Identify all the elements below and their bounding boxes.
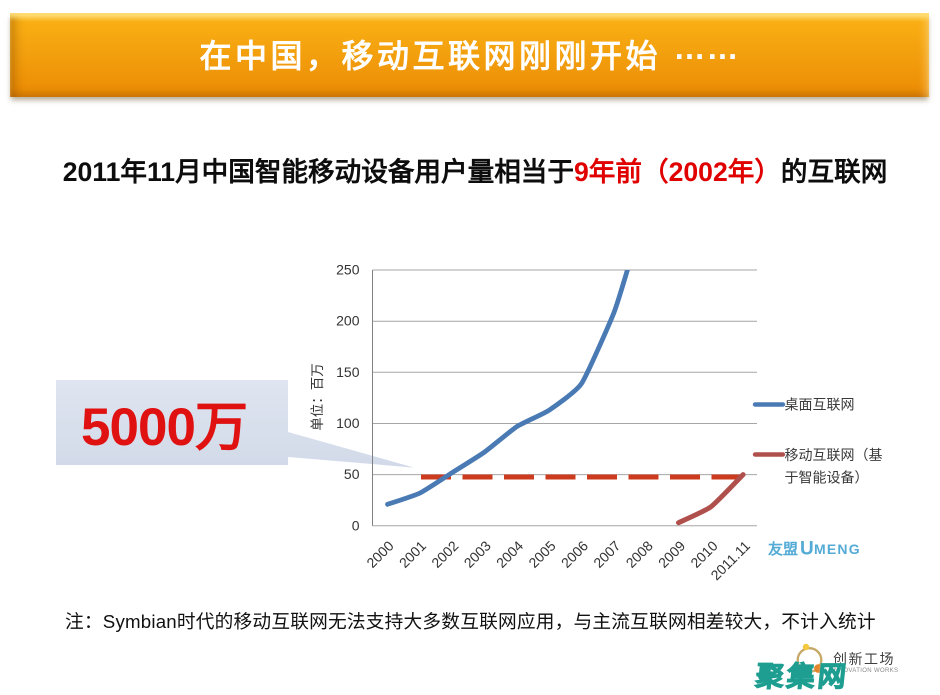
svg-text:50: 50 — [344, 466, 360, 482]
svg-text:2006: 2006 — [558, 537, 591, 570]
svg-text:移动互联网（基: 移动互联网（基 — [785, 447, 883, 463]
svg-text:桌面互联网: 桌面互联网 — [785, 397, 855, 413]
svg-text:5000万: 5000万 — [81, 398, 247, 457]
svg-text:于智能设备）: 于智能设备） — [785, 470, 869, 486]
svg-text:MENG: MENG — [814, 541, 861, 557]
svg-text:2002: 2002 — [428, 537, 461, 570]
svg-text:单位：百万: 单位：百万 — [310, 363, 325, 431]
svg-text:U: U — [800, 539, 814, 560]
svg-text:2001: 2001 — [396, 537, 429, 570]
svg-text:2009: 2009 — [655, 537, 688, 570]
svg-text:2003: 2003 — [461, 537, 494, 570]
svg-text:友盟: 友盟 — [768, 540, 798, 558]
svg-text:250: 250 — [336, 262, 360, 278]
svg-text:100: 100 — [336, 415, 360, 431]
svg-text:2004: 2004 — [493, 537, 526, 570]
svg-text:2005: 2005 — [525, 537, 558, 570]
svg-text:2007: 2007 — [590, 537, 623, 570]
svg-text:150: 150 — [336, 364, 360, 380]
svg-text:0: 0 — [352, 517, 360, 533]
svg-text:2008: 2008 — [623, 537, 656, 570]
svg-text:200: 200 — [336, 313, 360, 329]
svg-text:2000: 2000 — [363, 537, 396, 570]
